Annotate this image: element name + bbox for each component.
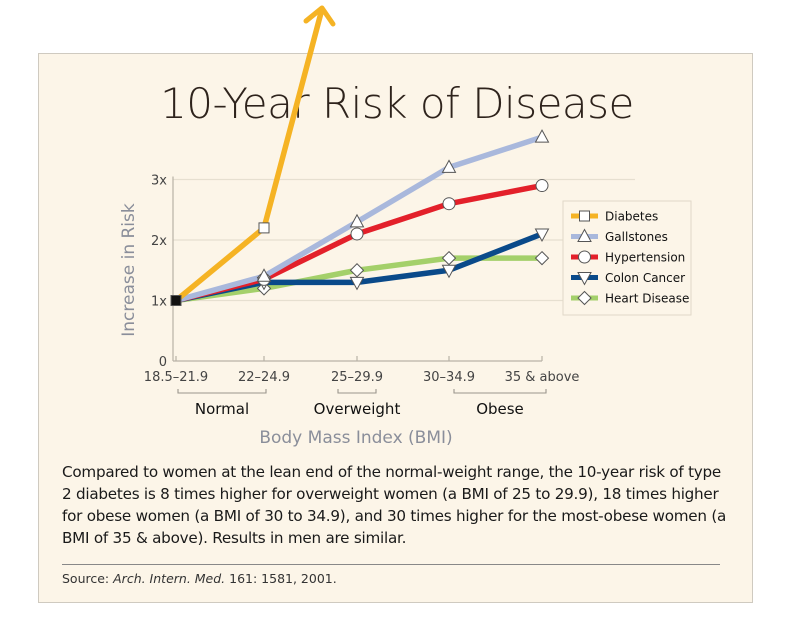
legend-marker-triangle-up — [577, 228, 592, 242]
data-point-heart-disease — [441, 250, 457, 266]
legend-label: Heart Disease — [605, 292, 689, 306]
caption: Compared to women at the lean end of the… — [62, 463, 727, 547]
y-tick-label: 0 — [159, 355, 167, 370]
data-point-gallstones — [441, 159, 457, 173]
group-bracket — [453, 389, 547, 394]
data-point-diabetes — [258, 222, 270, 234]
data-point-gallstones — [256, 268, 272, 282]
legend-label: Gallstones — [605, 230, 668, 244]
legend-marker-triangle-down — [577, 272, 592, 286]
source-prefix: Source: — [62, 571, 114, 586]
group-label: Obese — [476, 400, 524, 418]
data-point-heart-disease — [349, 263, 365, 278]
group-label: Normal — [195, 400, 249, 418]
data-point-hypertension — [350, 227, 364, 241]
legend-marker-square — [579, 210, 590, 222]
data-point-hypertension — [442, 197, 456, 211]
data-point-gallstones — [534, 129, 550, 143]
source-journal: Arch. Intern. Med. — [113, 571, 226, 586]
source-divider — [62, 564, 720, 565]
x-tick-label: 25–29.9 — [331, 370, 383, 385]
group-bracket — [337, 389, 377, 394]
legend-marker-circle — [578, 250, 591, 264]
category-groups: Normal Overweight Obese — [177, 389, 547, 418]
y-tick-label: 3x — [151, 174, 167, 189]
legend-marker-diamond — [577, 290, 592, 306]
legend-label: Hypertension — [605, 251, 685, 265]
x-tick-label: 30–34.9 — [423, 370, 475, 385]
y-tick-label: 2x — [151, 234, 167, 249]
data-point-colon-cancer — [441, 264, 457, 279]
x-tick-labels: 18.5–21.9 22–24.9 25–29.9 30–34.9 35 & above — [144, 370, 580, 385]
chart-panel — [38, 53, 753, 603]
x-axis-label: Body Mass Index (BMI) — [259, 428, 452, 448]
axes — [172, 176, 543, 362]
y-axis-label: Increase in Risk — [119, 203, 139, 337]
chart-title: 10-Year Risk of Disease — [160, 79, 634, 128]
data-point-colon-cancer — [534, 228, 550, 242]
data-point-colon-cancer — [349, 276, 365, 291]
data-point-hypertension — [535, 179, 549, 193]
group-bracket — [177, 389, 267, 394]
source-citation: Source: Arch. Intern. Med. 161: 1581, 20… — [62, 571, 337, 586]
y-tick-labels: 0 1x 2x 3x — [151, 174, 167, 371]
x-tick-label: 22–24.9 — [238, 370, 290, 385]
x-tick-label: 18.5–21.9 — [144, 370, 208, 385]
origin-marker — [170, 295, 182, 306]
y-tick-label: 1x — [151, 295, 167, 310]
series-markers — [170, 129, 550, 306]
diabetes-arrowhead — [303, 5, 336, 27]
x-tick-label: 35 & above — [505, 370, 580, 385]
legend-label: Diabetes — [605, 210, 658, 224]
source-reference: 161: 1581, 2001. — [225, 571, 337, 586]
group-label: Overweight — [314, 400, 401, 418]
legend: Diabetes Gallstones Hypertension Colon Canc… — [562, 200, 692, 316]
series-lines — [173, 5, 545, 304]
legend-label: Colon Cancer — [605, 271, 685, 285]
data-point-gallstones — [349, 213, 365, 228]
data-point-heart-disease — [534, 250, 550, 266]
